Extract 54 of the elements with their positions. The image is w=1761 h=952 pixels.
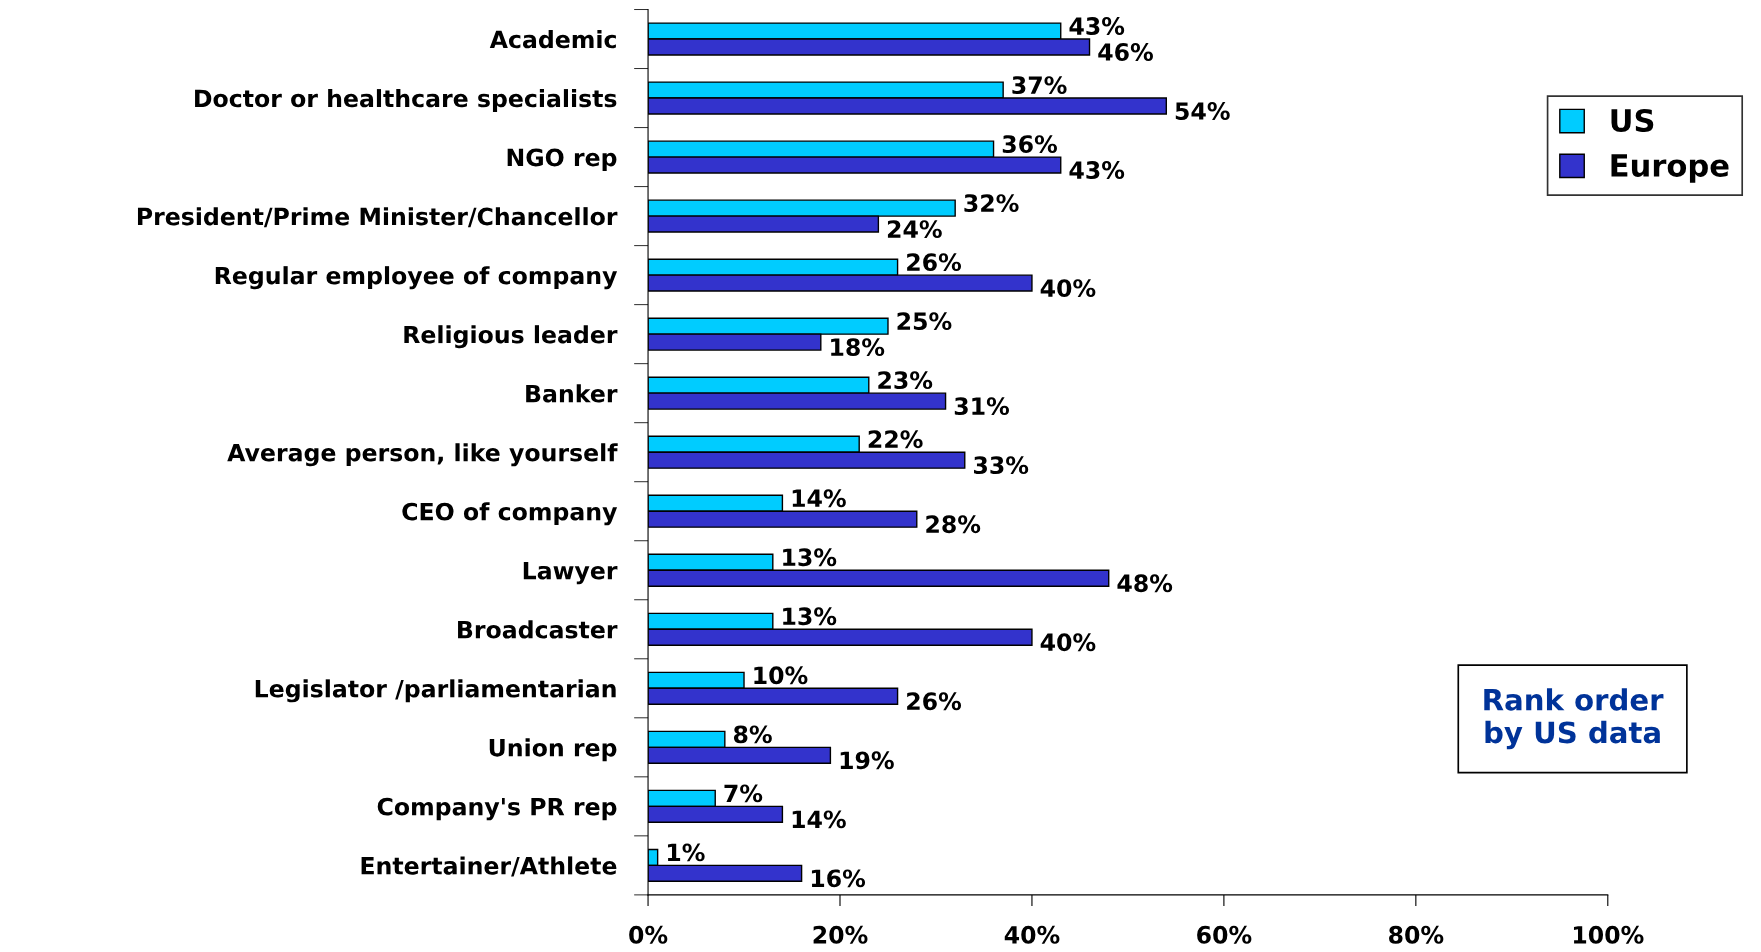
y-tick-label: Union rep xyxy=(489,738,617,762)
y-tick-label: CEO of company xyxy=(402,502,618,526)
y-tick-label: Academic xyxy=(489,30,616,49)
y-tick-label: Regular employee of company xyxy=(215,266,618,290)
x-tick-label: 80% xyxy=(1389,925,1444,944)
x-tick-label: 40% xyxy=(1004,925,1060,944)
y-tick-label: Company's PR rep xyxy=(377,797,617,821)
y-tick-label: Banker xyxy=(526,384,618,403)
y-tick-label: Broadcaster xyxy=(458,620,618,639)
data-label: 46% xyxy=(1098,43,1153,61)
data-label: 25% xyxy=(897,312,952,331)
data-label: 40% xyxy=(1040,633,1096,652)
data-label: 22% xyxy=(868,430,923,449)
data-label: 26% xyxy=(907,253,962,272)
y-tick-label: Lawyer xyxy=(523,561,618,585)
data-label: 36% xyxy=(1002,135,1057,154)
data-label: 26% xyxy=(907,692,962,711)
data-label: 40% xyxy=(1040,279,1096,298)
x-tick-label: 20% xyxy=(813,925,868,944)
legend-label: Europe xyxy=(1611,154,1729,183)
data-label: 14% xyxy=(792,810,846,829)
y-tick-label: Average person, like yourself xyxy=(227,443,618,467)
y-tick-label: Doctor or healthcare specialists xyxy=(195,89,617,112)
x-tick-label: 100% xyxy=(1573,925,1644,944)
data-label: 13% xyxy=(783,548,837,567)
y-tick-label: Entertainer/Athlete xyxy=(361,856,617,877)
data-label: 33% xyxy=(974,456,1029,475)
data-label: 8% xyxy=(733,725,772,744)
data-label: 19% xyxy=(840,751,894,770)
x-tick-label: 0% xyxy=(629,925,668,944)
data-label: 14% xyxy=(792,489,846,508)
data-label: 31% xyxy=(954,397,1010,416)
data-label: 18% xyxy=(831,338,885,357)
data-label: 1% xyxy=(667,843,705,862)
data-label: 16% xyxy=(811,869,866,888)
y-tick-label: Religious leader xyxy=(404,325,618,349)
data-label: 32% xyxy=(964,194,1019,213)
x-tick-label: 60% xyxy=(1197,925,1252,944)
legend-label: US xyxy=(1611,108,1654,133)
data-label: 23% xyxy=(878,371,933,390)
data-label: 10% xyxy=(754,666,808,685)
y-tick-label: NGO rep xyxy=(507,148,617,171)
data-label: 54% xyxy=(1175,102,1230,120)
data-label: 43% xyxy=(1069,161,1125,179)
annotation: Rank order by US data xyxy=(1484,688,1664,750)
y-tick-label: Legislator /parliamentarian xyxy=(255,679,616,703)
data-label: 43% xyxy=(1069,17,1125,35)
data-label: 48% xyxy=(1117,574,1173,593)
y-tick-label: President/Prime Minister/Chancellor xyxy=(137,207,618,228)
data-label: 37% xyxy=(1012,76,1067,94)
data-label: 13% xyxy=(783,607,837,626)
data-label: 28% xyxy=(926,515,981,534)
data-label: 24% xyxy=(887,220,942,239)
data-label: 7% xyxy=(724,784,763,803)
